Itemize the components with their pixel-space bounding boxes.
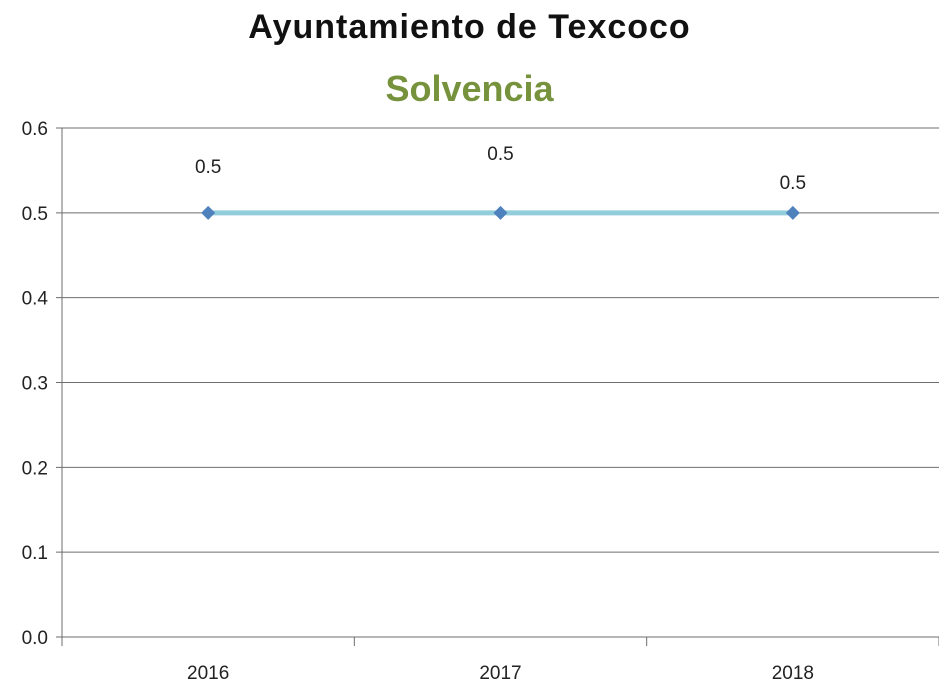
y-tick-label: 0.3 (22, 374, 48, 395)
y-tick-label: 0.5 (22, 204, 48, 225)
y-tick-label: 0.0 (22, 628, 48, 649)
x-axis-tick-labels: 2016 2017 2018 (187, 663, 814, 684)
x-tick-label: 2018 (772, 663, 814, 684)
y-tick-label: 0.2 (22, 458, 48, 479)
data-label: 0.5 (195, 157, 221, 178)
gridlines (56, 127, 939, 553)
y-axis-tick-labels: 0.0 0.1 0.2 0.3 0.4 0.5 0.6 (22, 119, 49, 649)
x-tick-label: 2017 (479, 663, 521, 684)
chart-title: Ayuntamiento de Texcoco (248, 8, 691, 46)
axes (56, 128, 939, 646)
data-label: 0.5 (487, 144, 513, 165)
y-tick-label: 0.4 (22, 289, 49, 310)
x-tick-label: 2016 (187, 663, 229, 684)
y-tick-label: 0.1 (22, 543, 48, 564)
y-tick-label: 0.6 (22, 119, 48, 140)
data-point-marker (785, 205, 800, 220)
series-group (201, 205, 800, 220)
data-labels: 0.5 0.5 0.5 (195, 144, 806, 194)
data-label: 0.5 (780, 173, 806, 194)
chart-subtitle: Solvencia (385, 68, 554, 109)
data-point-marker (201, 205, 216, 220)
data-point-marker (493, 205, 508, 220)
